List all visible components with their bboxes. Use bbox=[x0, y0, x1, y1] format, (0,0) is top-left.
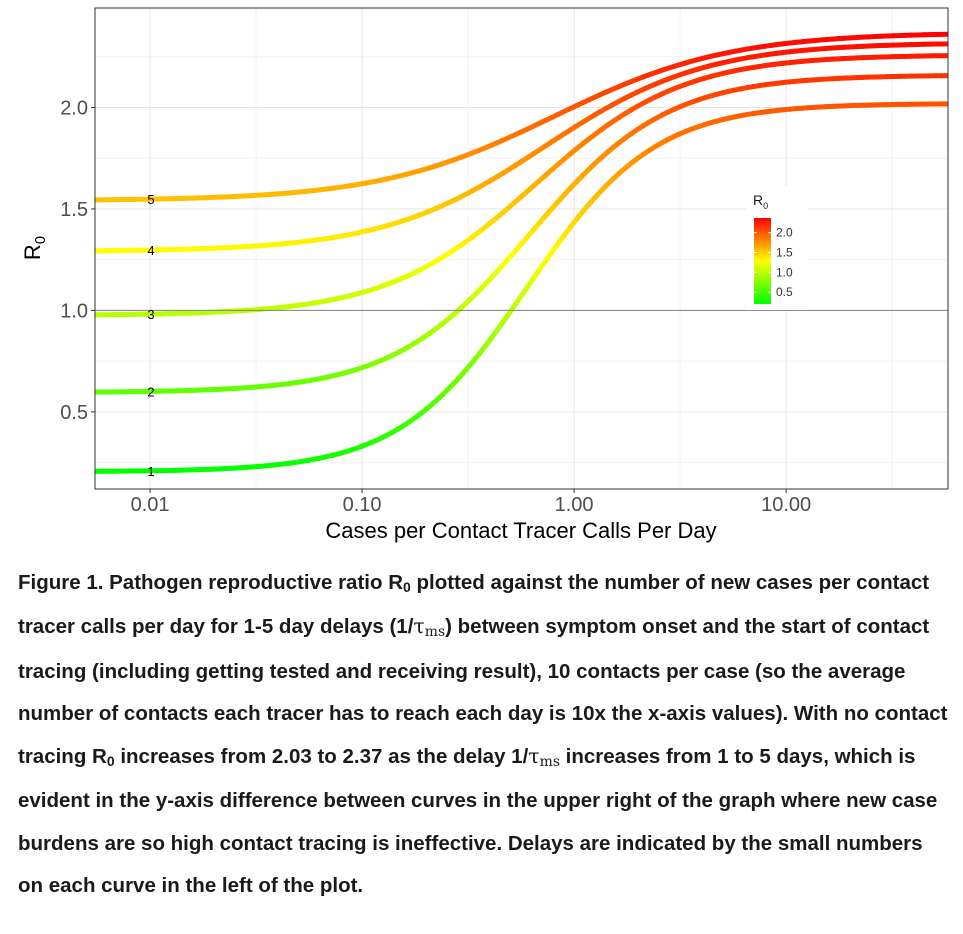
x-tick-label: 10.00 bbox=[761, 494, 811, 516]
legend-title: R0 bbox=[753, 192, 768, 211]
series-line-5 bbox=[95, 31, 948, 203]
y-tick-label: 1.0 bbox=[60, 300, 88, 322]
caption-part-2: plotted against the number of new cases … bbox=[18, 571, 930, 639]
caption-tau-2: τ bbox=[528, 744, 540, 769]
caption-part-5: increases from 1 to 5 days, which is evi… bbox=[18, 745, 938, 898]
caption-sub-1: 0 bbox=[403, 578, 411, 595]
legend-tick-label: 2.0 bbox=[776, 226, 793, 240]
y-tick-label: 0.5 bbox=[60, 402, 88, 424]
legend-tick-label: 1.5 bbox=[776, 245, 793, 259]
y-tick-label: 1.5 bbox=[60, 199, 88, 221]
curve-label-2: 2 bbox=[147, 384, 154, 399]
series-layer bbox=[95, 31, 948, 474]
series-line-4 bbox=[95, 41, 948, 254]
legend-ticks: 2.0 1.5 1.0 0.5 bbox=[754, 226, 793, 299]
curve-label-3: 3 bbox=[147, 307, 154, 322]
caption-part-1: Figure 1. Pathogen reproductive ratio R bbox=[18, 571, 404, 594]
chart-svg: 1 2 3 4 5 0.5 1.0 1.5 2.0 0.01 0.10 1.00 10.00 R0 2… bbox=[20, 7, 949, 543]
legend-color-bar bbox=[754, 218, 771, 304]
caption-sub-2: 0 bbox=[106, 752, 115, 769]
figure-caption: Figure 1. Pathogen reproductive ratio R0… bbox=[18, 562, 950, 907]
axes: 0.5 1.0 1.5 2.0 0.01 0.10 1.00 10.00 bbox=[60, 97, 811, 516]
x-tick-label: 0.01 bbox=[131, 494, 170, 516]
curve-label-4: 4 bbox=[147, 243, 154, 258]
caption-part-3: ) between symptom onset and the start of… bbox=[18, 615, 948, 769]
series-line-2 bbox=[95, 73, 948, 395]
x-tick-label: 1.00 bbox=[555, 494, 594, 516]
caption-tau-sub-1: ms bbox=[424, 624, 446, 641]
x-axis-title: Cases per Contact Tracer Calls Per Day bbox=[325, 518, 716, 543]
chart-area: 1 2 3 4 5 0.5 1.0 1.5 2.0 0.01 0.10 1.00 10.00 R0 2… bbox=[20, 7, 949, 543]
curve-label-5: 5 bbox=[147, 192, 154, 207]
y-tick-label: 2.0 bbox=[60, 97, 88, 119]
series-line-1 bbox=[95, 101, 948, 474]
x-tick-label: 0.10 bbox=[343, 494, 382, 516]
plot-panel-border bbox=[94, 7, 949, 490]
legend-tick-label: 1.0 bbox=[776, 265, 793, 279]
caption-part-4: increases from 2.03 to 2.37 as the delay… bbox=[114, 745, 529, 769]
y-axis-title: R0 bbox=[20, 236, 49, 260]
caption-tau-sub-2: ms bbox=[539, 753, 560, 770]
legend-tick-label: 0.5 bbox=[776, 285, 793, 299]
curve-label-1: 1 bbox=[147, 464, 154, 479]
series-line-3 bbox=[95, 53, 948, 318]
caption-tau-1: τ bbox=[413, 614, 425, 639]
curve-labels: 1 2 3 4 5 bbox=[147, 192, 154, 479]
legend: R0 2.0 1.5 1.0 0.5 bbox=[746, 186, 808, 310]
